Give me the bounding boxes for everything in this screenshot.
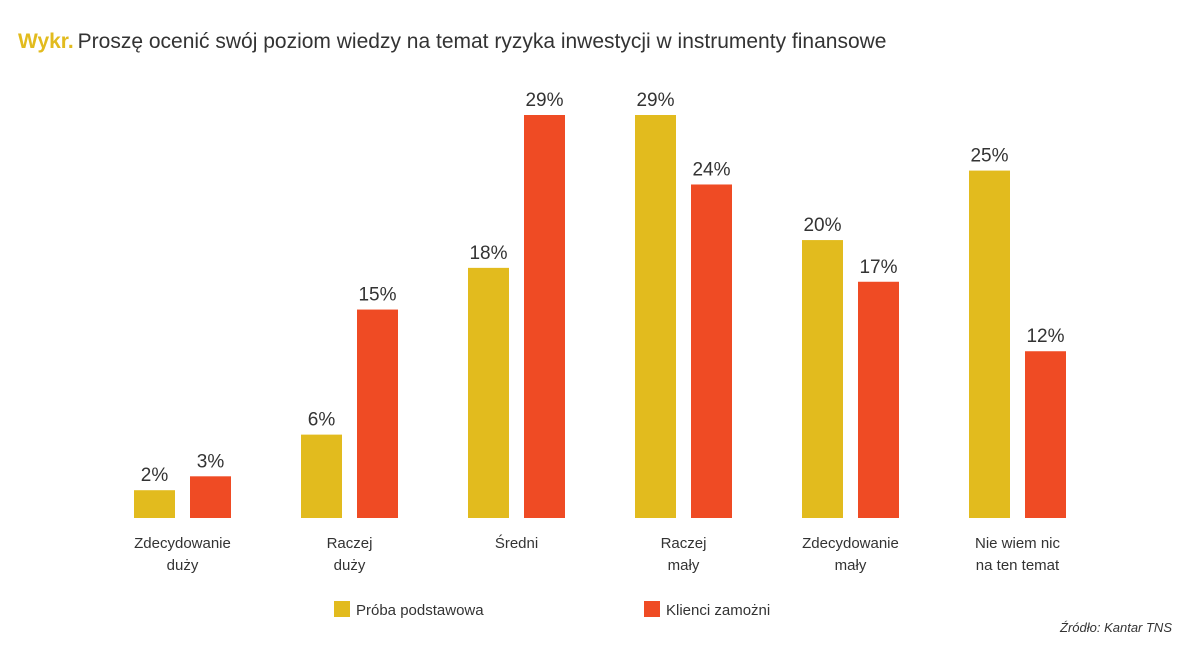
data-label: 12% [1026, 326, 1064, 347]
bar [524, 115, 565, 518]
category-label: Zdecydowanie [134, 535, 231, 552]
bar [1025, 351, 1066, 518]
data-label: 6% [308, 410, 336, 431]
bar [357, 309, 398, 518]
data-label: 25% [970, 146, 1008, 167]
data-label: 3% [197, 451, 225, 472]
category-label: Zdecydowanie [802, 535, 899, 552]
category-label: duży [167, 557, 199, 574]
category-label: mały [668, 557, 700, 574]
bar [468, 267, 509, 518]
legend-swatch [334, 601, 350, 617]
bar [635, 115, 676, 518]
legend-label: Próba podstawowa [356, 602, 484, 619]
chart-title: Wykr. Proszę ocenić swój poziom wiedzy na… [18, 30, 886, 54]
bar [134, 490, 175, 518]
bar [691, 184, 732, 518]
category-label: duży [334, 557, 366, 574]
title-text: Proszę ocenić swój poziom wiedzy na tema… [77, 30, 887, 53]
category-label: Raczej [327, 535, 373, 552]
bar [190, 476, 231, 518]
legend-swatch [644, 601, 660, 617]
category-label: mały [835, 557, 867, 574]
category-label: Średni [495, 534, 538, 552]
bar [858, 281, 899, 518]
source-note: Źródło: Kantar TNS [1060, 620, 1172, 635]
bar [802, 240, 843, 518]
legend-label: Klienci zamożni [666, 602, 770, 619]
data-label: 20% [803, 215, 841, 236]
category-label: Raczej [661, 535, 707, 552]
bar [301, 434, 342, 518]
category-label: Nie wiem nic [975, 535, 1061, 552]
data-label: 18% [469, 243, 507, 264]
title-prefix: Wykr. [18, 30, 74, 53]
category-label: na ten temat [976, 557, 1060, 574]
bar [969, 170, 1010, 518]
data-label: 17% [859, 257, 897, 278]
data-label: 24% [692, 159, 730, 180]
data-label: 29% [636, 90, 674, 111]
data-label: 29% [525, 90, 563, 111]
data-label: 15% [358, 285, 396, 306]
data-label: 2% [141, 465, 169, 486]
